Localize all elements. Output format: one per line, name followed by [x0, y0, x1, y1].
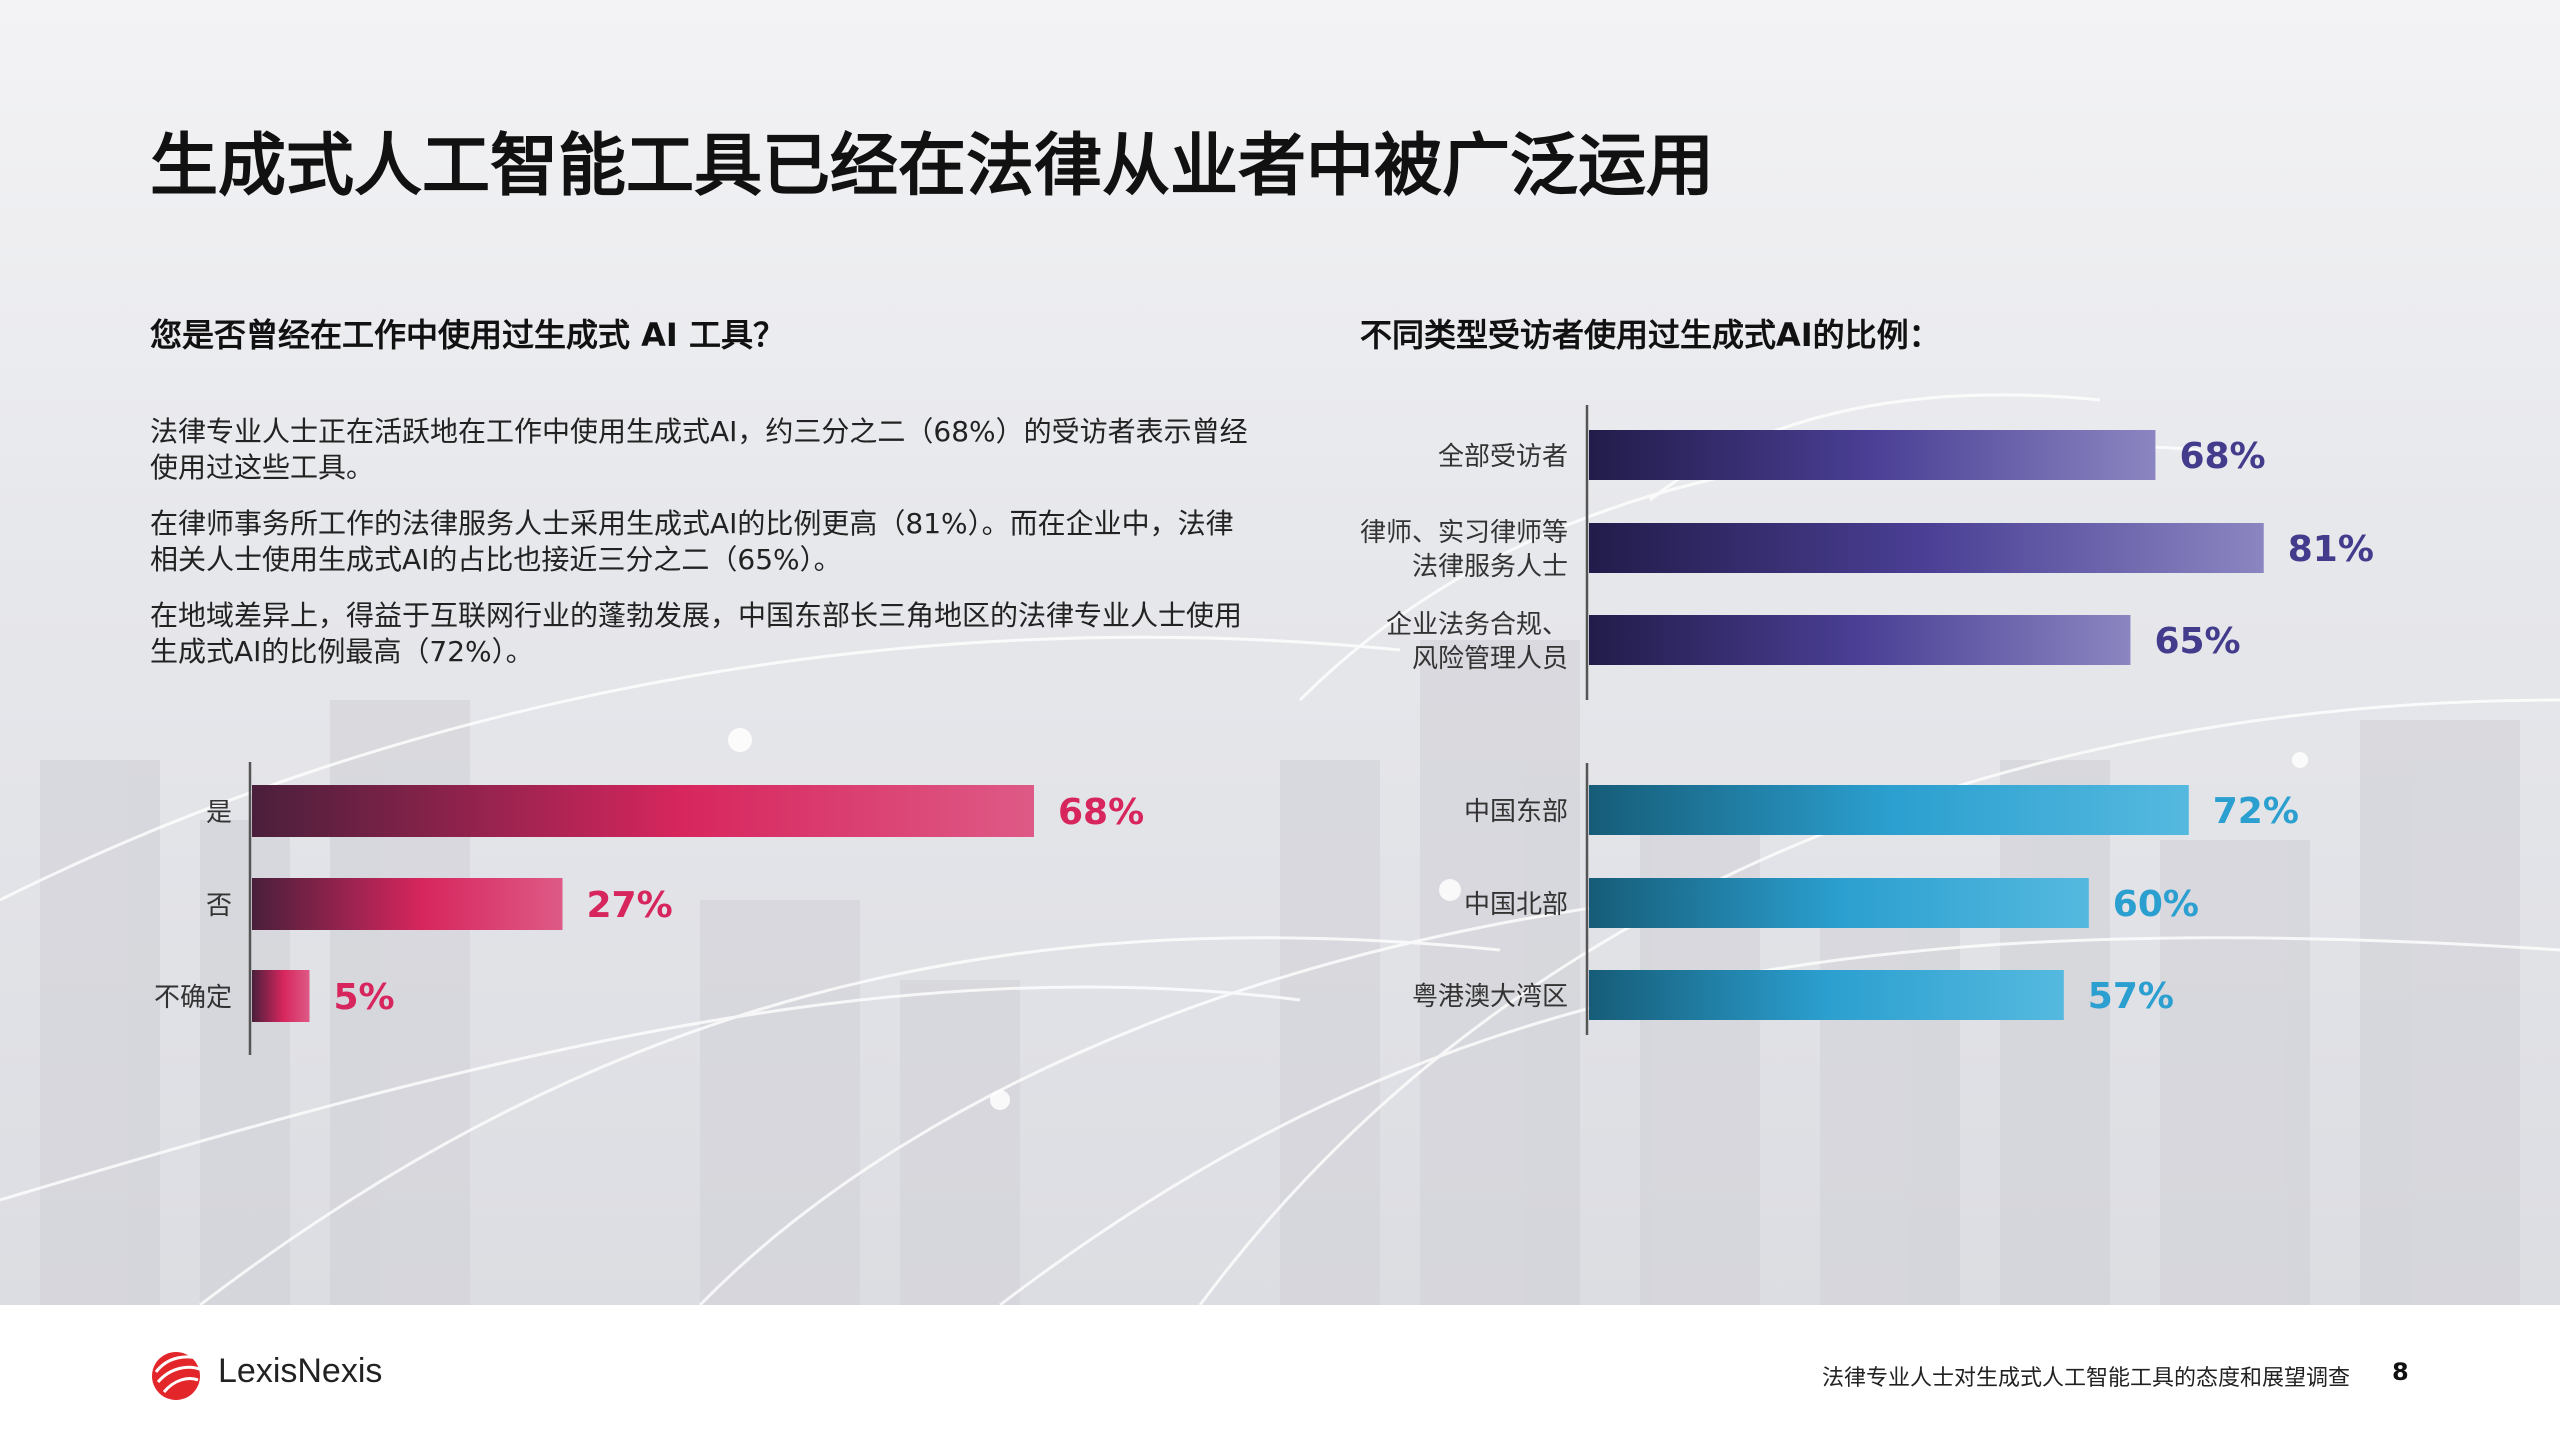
category-label: 全部受访者	[1438, 442, 1568, 472]
lexisnexis-logo-text: LexisNexis	[218, 1352, 383, 1390]
footer-report-title: 法律专业人士对生成式人工智能工具的态度和展望调查	[1822, 1366, 2351, 1391]
right-section-heading: 不同类型受访者使用过生成式AI的比例：	[1360, 316, 1941, 354]
value-label: 57%	[2088, 976, 2174, 1017]
category-label: 律师、实习律师等	[1360, 518, 1568, 548]
bar	[1589, 523, 2264, 573]
value-label: 81%	[2288, 529, 2374, 570]
paragraph-2: 在律师事务所工作的法律服务人士采用生成式AI的比例更高（81%）。而在企业中，法…	[150, 507, 1234, 576]
category-label: 否	[206, 891, 232, 921]
paragraph-3: 在地域差异上，得益于互联网行业的蓬勃发展，中国东部长三角地区的法律专业人士使用生…	[150, 599, 1243, 668]
category-label: 企业法务合规、	[1386, 610, 1568, 640]
page-number: 8	[2392, 1358, 2409, 1386]
bar	[1589, 970, 2064, 1020]
bar	[252, 785, 1034, 837]
category-label: 不确定	[154, 983, 232, 1013]
value-label: 60%	[2113, 884, 2199, 925]
value-label: 72%	[2213, 791, 2299, 832]
bar	[252, 970, 310, 1022]
usage-bar-chart: 是 68% 否 27% 不确定 5%	[154, 762, 1144, 1055]
value-label: 5%	[334, 977, 395, 1018]
category-label: 是	[206, 798, 232, 828]
value-label: 65%	[2154, 621, 2240, 662]
bar	[1589, 430, 2156, 480]
value-label: 68%	[1058, 792, 1144, 833]
category-label: 中国北部	[1464, 890, 1568, 920]
page-title: 生成式人工智能工具已经在法律从业者中被广泛运用	[150, 127, 1715, 206]
left-section-heading: 您是否曾经在工作中使用过生成式 AI 工具？	[150, 316, 785, 354]
bar	[252, 878, 563, 930]
bar	[1589, 615, 2131, 665]
category-label: 风险管理人员	[1412, 644, 1568, 674]
category-label: 法律服务人士	[1412, 552, 1568, 582]
category-label: 中国东部	[1464, 797, 1568, 827]
bar	[1589, 785, 2189, 835]
value-label: 27%	[587, 885, 673, 926]
category-label: 粤港澳大湾区	[1412, 982, 1568, 1012]
footer	[0, 1305, 2560, 1440]
bar	[1589, 878, 2089, 928]
paragraph-1: 法律专业人士正在活跃地在工作中使用生成式AI，约三分之二（68%）的受访者表示曾…	[150, 415, 1248, 484]
value-label: 68%	[2179, 436, 2265, 477]
lexisnexis-logo-icon	[152, 1352, 205, 1400]
